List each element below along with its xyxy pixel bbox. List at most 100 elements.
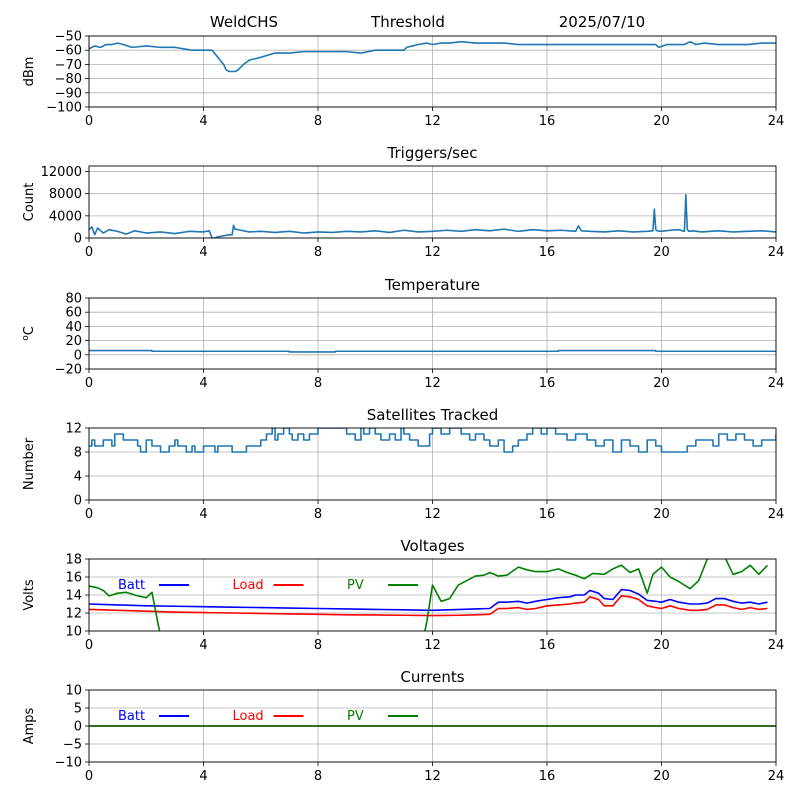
x-tick-label: 16: [539, 638, 556, 653]
chart-title: Currents: [400, 668, 464, 686]
y-tick-label: 0: [74, 494, 82, 509]
y-tick-label: −60: [55, 44, 82, 59]
x-tick-label: 24: [768, 507, 785, 522]
x-tick-label: 20: [653, 376, 670, 391]
y-axis-label: Number: [22, 437, 37, 490]
legend-label-pv: PV: [347, 709, 364, 724]
x-tick-label: 16: [539, 507, 556, 522]
x-tick-label: 24: [768, 638, 785, 653]
series-line-batt: [89, 588, 768, 612]
plot-frame: [88, 35, 777, 108]
plot-frame: [88, 689, 777, 763]
y-tick-label: 5: [74, 702, 82, 717]
x-tick-label: 16: [539, 376, 556, 391]
legend-label-load: Load: [233, 578, 264, 593]
x-tick-label: 8: [314, 638, 322, 653]
chart-title: Satellites Tracked: [367, 406, 498, 424]
y-tick-label: 4000: [49, 209, 82, 224]
x-tick-label: 0: [85, 769, 93, 784]
x-tick-label: 0: [85, 638, 93, 653]
x-tick-label: 16: [539, 114, 556, 129]
x-tick-label: 4: [199, 376, 207, 391]
y-tick-label: 12: [65, 607, 82, 622]
plot-frame: [88, 165, 777, 239]
y-axis-label: Count: [22, 183, 37, 222]
series-line-load: [89, 595, 768, 617]
chart-currents: 0 4 8 12 16 20 24 −10 −5 0 5 10 Currents Amps Batt Load…: [22, 668, 784, 784]
y-tick-label: 10: [65, 684, 82, 699]
x-tick-label: 24: [768, 245, 785, 260]
x-tick-label: 12: [424, 638, 441, 653]
plot-frame: [88, 427, 777, 501]
y-tick-label: 4: [74, 470, 82, 485]
y-tick-label: 0: [74, 720, 82, 735]
x-tick-label: 12: [424, 245, 441, 260]
series-line-0: [89, 349, 776, 353]
legend-label-batt: Batt: [118, 709, 145, 724]
y-tick-label: 0: [74, 232, 82, 247]
x-tick-label: 20: [653, 245, 670, 260]
chart-triggers: 0 4 8 12 16 20 24 0 4000 8000 12000 Triggers/sec Cou…: [22, 144, 784, 260]
y-tick-label: −80: [55, 72, 82, 87]
y-tick-label: 80: [65, 292, 82, 307]
x-tick-label: 20: [653, 114, 670, 129]
x-tick-label: 20: [653, 769, 670, 784]
y-tick-label: 14: [65, 589, 82, 604]
x-tick-label: 4: [199, 769, 207, 784]
y-tick-label: 40: [65, 320, 82, 335]
x-tick-label: 0: [85, 376, 93, 391]
x-tick-label: 8: [314, 114, 322, 129]
y-tick-label: −50: [55, 30, 82, 45]
x-tick-label: 24: [768, 114, 785, 129]
series-line-pv: [89, 559, 768, 631]
y-tick-label: −5: [63, 738, 82, 753]
header-mode: Threshold: [370, 13, 445, 31]
y-tick-label: 60: [65, 306, 82, 321]
x-tick-label: 20: [653, 638, 670, 653]
x-tick-label: 12: [424, 507, 441, 522]
x-tick-label: 8: [314, 245, 322, 260]
x-tick-label: 8: [314, 769, 322, 784]
y-tick-label: 16: [65, 571, 82, 586]
chart-title: Temperature: [384, 276, 480, 294]
y-tick-label: 8000: [49, 187, 82, 202]
series-line-0: [89, 428, 776, 453]
x-tick-label: 4: [199, 638, 207, 653]
legend-label-load: Load: [233, 709, 264, 724]
y-axis-label: oC: [21, 326, 37, 341]
x-tick-label: 0: [85, 507, 93, 522]
legend-label-batt: Batt: [118, 578, 145, 593]
y-tick-label: −100: [46, 101, 82, 116]
x-tick-label: 4: [199, 114, 207, 129]
y-tick-label: −20: [55, 363, 82, 378]
y-tick-label: 10: [65, 625, 82, 640]
x-tick-label: 4: [199, 245, 207, 260]
x-tick-label: 20: [653, 507, 670, 522]
legend-label-pv: PV: [347, 578, 364, 593]
x-tick-label: 12: [424, 376, 441, 391]
y-axis-label: Volts: [22, 579, 37, 611]
y-tick-label: −10: [55, 756, 82, 771]
chart-voltages: 0 4 8 12 16 20 24 10 12 14 16 18 Voltages Volts Batt Lo…: [22, 537, 784, 653]
x-tick-label: 12: [424, 769, 441, 784]
series-line-0: [89, 40, 776, 73]
x-tick-label: 8: [314, 376, 322, 391]
plot-frame: [88, 297, 777, 370]
x-tick-label: 24: [768, 376, 785, 391]
x-tick-label: 0: [85, 114, 93, 129]
chart-satellites: 0 4 8 12 16 20 24 0 4 8 12 Satellites Tracked Number: [22, 406, 784, 522]
chart-signal: 0 4 8 12 16 20 24 −100−90−80−70−60−50 dBm: [22, 30, 784, 130]
y-tick-label: 12000: [41, 165, 82, 180]
y-axis-label: dBm: [22, 57, 37, 87]
plot-frame: [88, 558, 777, 632]
x-tick-label: 16: [539, 245, 556, 260]
chart-title: Voltages: [400, 537, 464, 555]
x-tick-label: 16: [539, 769, 556, 784]
header-station: WeldCHS: [210, 13, 278, 31]
y-tick-label: 0: [74, 348, 82, 363]
x-tick-label: 4: [199, 507, 207, 522]
x-tick-label: 0: [85, 245, 93, 260]
